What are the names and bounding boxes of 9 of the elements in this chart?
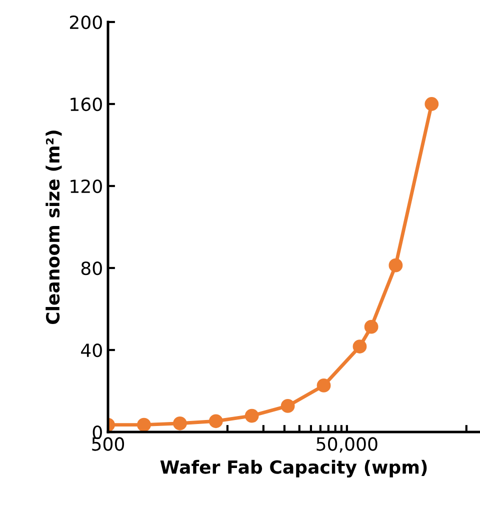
y-tick-label: 200	[70, 15, 102, 30]
y-tick-label: 80	[81, 261, 102, 276]
y-tick-label: 160	[70, 97, 102, 112]
x-tick-label: 500	[92, 437, 124, 451]
x-tick-label: 50,000	[316, 437, 378, 453]
x-axis-title: Wafer Fab Capacity (wpm)	[160, 460, 427, 478]
y-axis-title: Cleanoom size (m²)	[46, 130, 62, 324]
y-tick-label: 120	[70, 179, 102, 194]
y-tick-label: 40	[81, 343, 102, 358]
